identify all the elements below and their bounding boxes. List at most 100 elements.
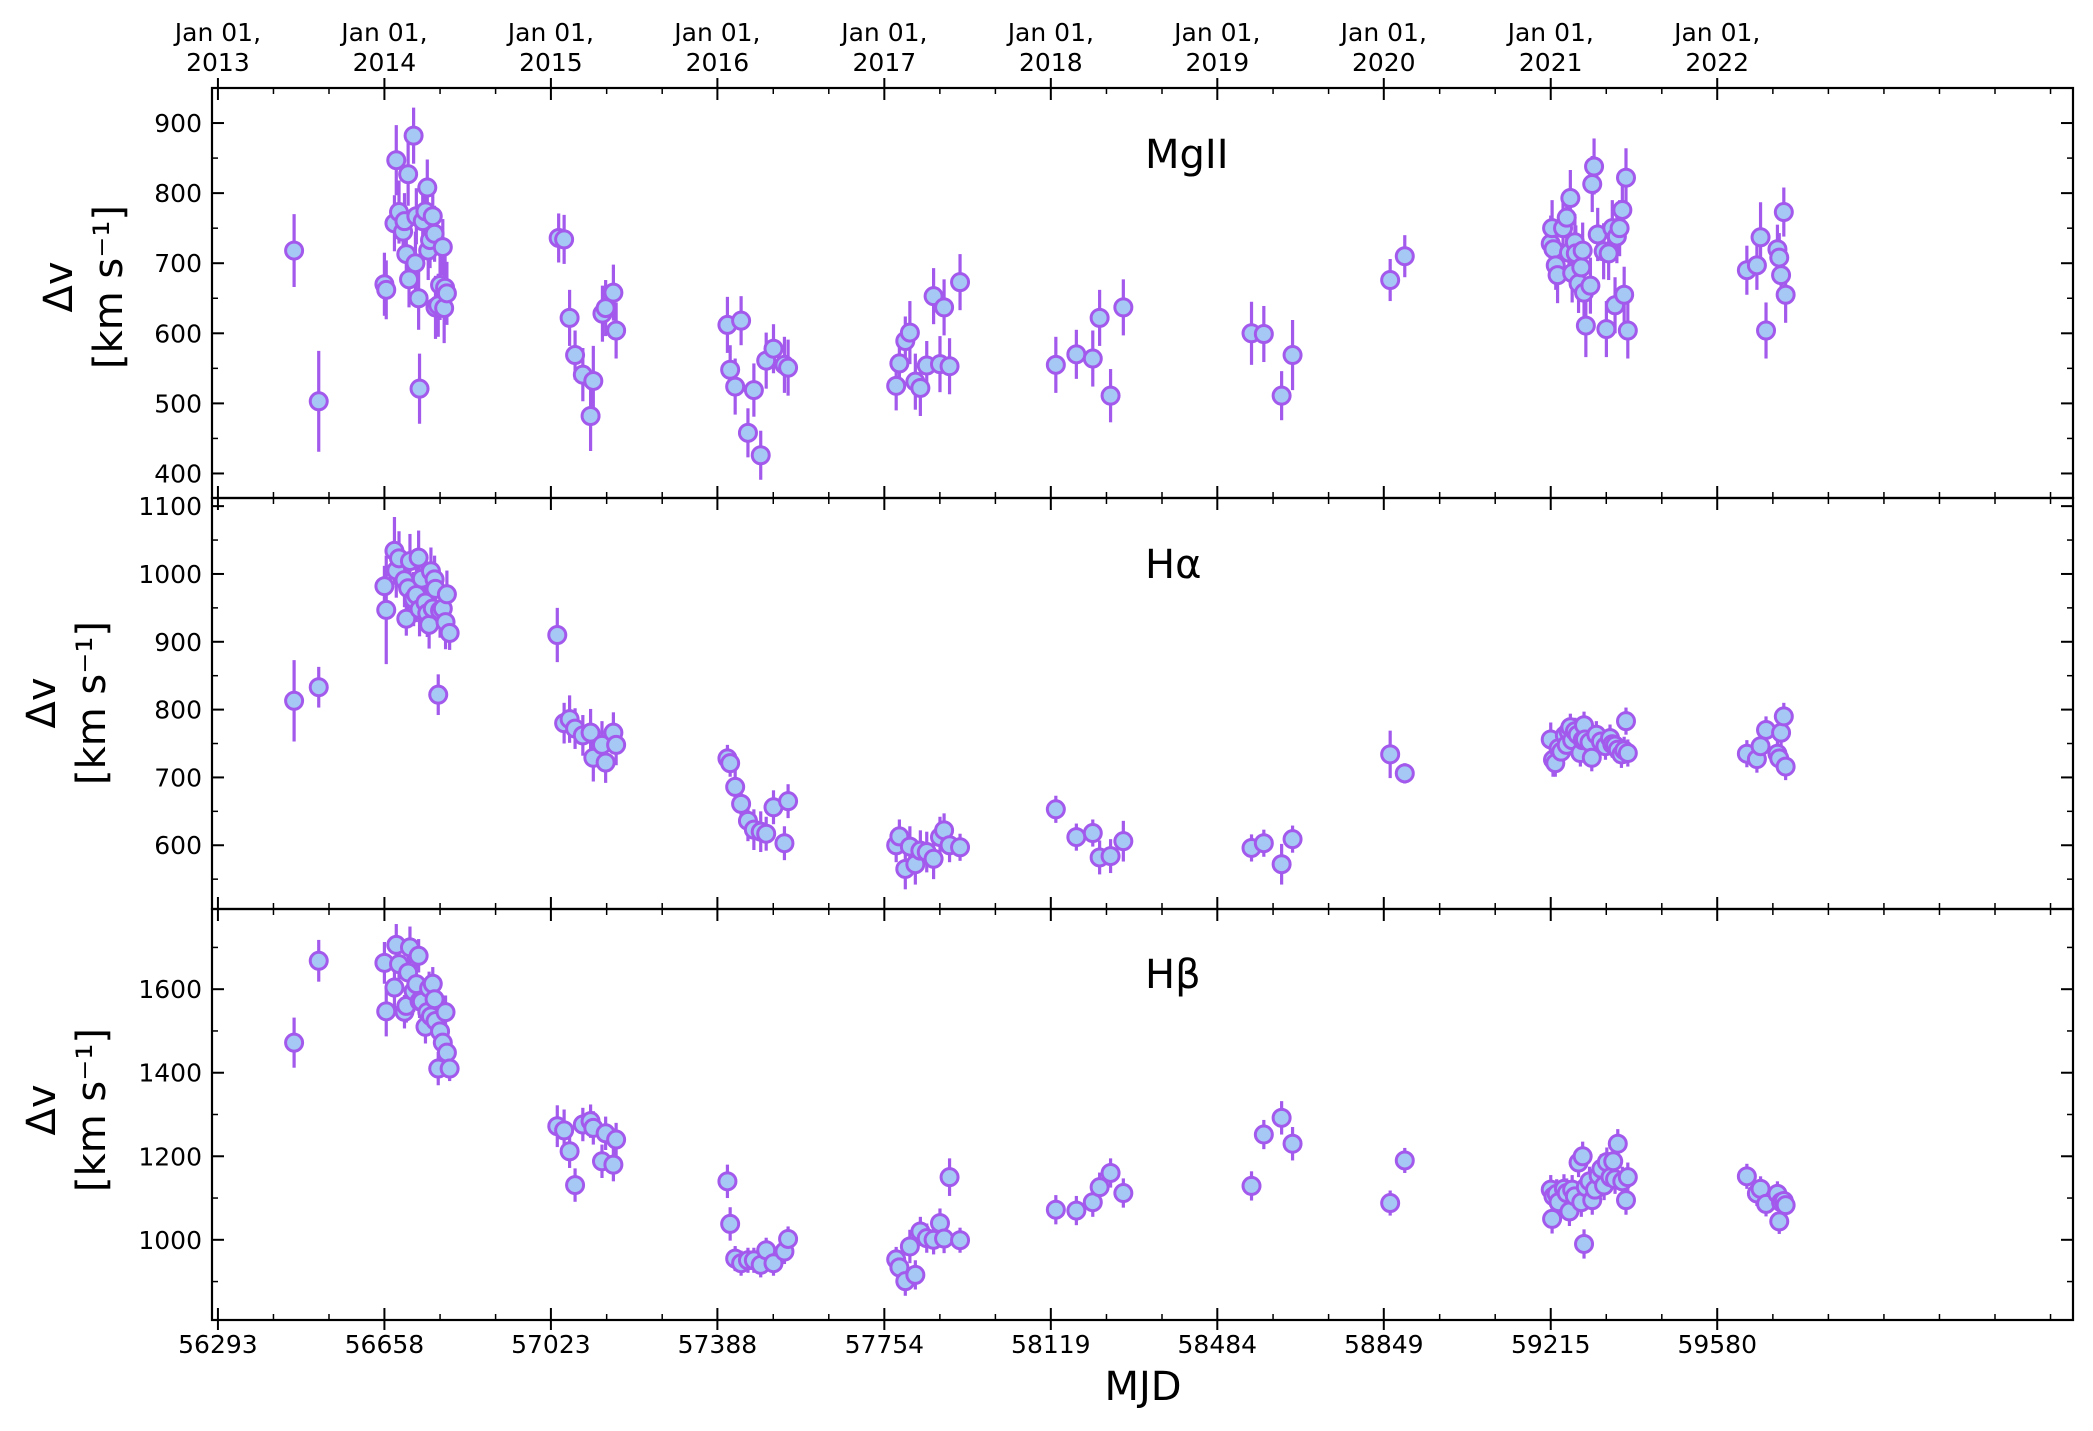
halpha-data-point: [950, 837, 971, 858]
mgii-data-point: [554, 229, 575, 250]
hbeta-ylabel-delta-v: Δv: [19, 1084, 65, 1135]
hbeta-data-point: [435, 1002, 456, 1023]
hbeta-data-point: [905, 1264, 926, 1285]
halpha-ytick-label: 700: [154, 763, 202, 792]
mgii-data-point: [603, 282, 624, 303]
hbeta-data-point: [554, 1120, 575, 1141]
mjd-tick-label: 56293: [178, 1330, 258, 1359]
hbeta-panel: 1000 1200 1400 1600 Hβ Δv [km s⁻¹]: [19, 907, 2075, 1322]
mgii-data-point: [580, 406, 601, 426]
mgii-data-point: [398, 164, 419, 185]
halpha-ytick-label: 800: [154, 696, 202, 725]
hbeta-ytick-label: 1000: [138, 1226, 202, 1255]
hbeta-data-point: [1769, 1211, 1790, 1232]
halpha-ylabel-delta-v: Δv: [19, 677, 65, 728]
hbeta-data-point: [934, 1228, 955, 1249]
hbeta-data-point: [1066, 1200, 1087, 1221]
mgii-data-point: [436, 283, 457, 304]
mgii-data-point: [1380, 270, 1401, 291]
mgii-data-point: [1271, 385, 1292, 406]
halpha-ytick-label: 1100: [138, 492, 202, 521]
mgii-data-point: [725, 376, 746, 397]
mgii-data-point: [720, 359, 741, 380]
mgii-data-point: [1571, 257, 1592, 278]
mgii-data-point: [737, 422, 758, 443]
halpha-data-point: [428, 684, 449, 705]
halpha-data-point: [1771, 722, 1792, 743]
hbeta-plot-area: 1000 1200 1400 1600: [138, 907, 2075, 1322]
mgii-data-point: [1089, 307, 1110, 328]
hbeta-data-point: [376, 1001, 397, 1022]
hbeta-data-point: [1241, 1175, 1262, 1196]
hbeta-data-point: [603, 1154, 624, 1175]
halpha-data-point: [1615, 711, 1636, 732]
mgii-data-point: [1609, 218, 1630, 239]
hbeta-data-point: [1607, 1133, 1628, 1154]
date-tick-label: Jan 01, 2020: [1339, 18, 1427, 77]
hbeta-data-point: [763, 1253, 784, 1274]
mgii-data-point: [1746, 255, 1767, 276]
hbeta-data-point: [899, 1236, 920, 1257]
halpha-data-point: [439, 622, 460, 643]
halpha-data-point: [1282, 829, 1303, 850]
mgii-panel: 400 500 600 700 800 900 MgII Δv [km s⁻¹]: [36, 86, 2075, 500]
mjd-axis: 56293 56658 57023 57388 57754 58119 58484 58849…: [178, 1320, 1757, 1359]
mgii-data-point: [408, 288, 429, 309]
mgii-data-point: [1282, 345, 1303, 366]
hbeta-frame: [210, 907, 2075, 1322]
mgii-data-point: [1556, 207, 1577, 228]
mgii-data-point: [583, 370, 604, 391]
halpha-data-point: [595, 752, 616, 773]
halpha-data-point: [1581, 747, 1602, 768]
date-tick-label: Jan 01, 2014: [339, 18, 427, 77]
hbeta-data-point: [384, 977, 405, 998]
halpha-data-point: [923, 848, 944, 869]
halpha-data-point: [1113, 831, 1134, 852]
mgii-ylabel-units: [km s⁻¹]: [86, 205, 132, 369]
mgii-data-point: [1253, 324, 1274, 344]
halpha-data-point: [1045, 799, 1066, 820]
mgii-panel-label: MgII: [1145, 132, 1229, 178]
mgii-data-point: [399, 269, 420, 290]
hbeta-data-point: [1615, 1190, 1636, 1211]
halpha-data-point: [374, 576, 395, 597]
mgii-data-point: [1584, 156, 1605, 177]
mjd-tick-label: 57754: [845, 1330, 925, 1359]
mjd-tick-label: 57023: [511, 1330, 591, 1359]
halpha-data-point: [1082, 823, 1103, 844]
mgii-data-point: [422, 206, 443, 227]
mgii-data-point: [1615, 167, 1636, 188]
mgii-data-point: [1756, 320, 1777, 341]
mgii-data-point: [403, 125, 424, 146]
hbeta-data-point: [1113, 1183, 1134, 1204]
hbeta-data-point: [1574, 1233, 1595, 1254]
hbeta-data-point: [1736, 1166, 1757, 1187]
halpha-panel: 600 700 800 900 1000 1100 Hα Δv [km s⁻¹]: [19, 492, 2075, 911]
halpha-data-point: [1775, 756, 1796, 777]
hbeta-data-point: [1572, 1146, 1593, 1167]
mgii-data-point: [1614, 284, 1635, 305]
mjd-tick-label: 59215: [1511, 1330, 1591, 1359]
halpha-data-point: [396, 608, 417, 629]
date-tick-label: Jan 01, 2022: [1672, 18, 1760, 77]
mgii-data-point: [950, 272, 971, 293]
hbeta-data-point: [1603, 1151, 1624, 1172]
halpha-data-point: [731, 793, 752, 814]
mgii-data-point: [1113, 297, 1134, 318]
mgii-data-point: [432, 237, 453, 258]
mgii-ytick-label: 800: [154, 179, 202, 208]
halpha-data-point: [580, 722, 601, 743]
mgii-data-point: [1773, 202, 1794, 223]
mgii-data-point: [1769, 247, 1790, 268]
mgii-data-point: [934, 297, 955, 318]
mgii-data-point: [1572, 240, 1593, 261]
halpha-data-point: [408, 547, 429, 568]
calendar-date-axis: Jan 01, 2013 Jan 01, 2014 Jan 01, 2015 Jan 01,…: [173, 18, 1760, 88]
mgii-data-point: [763, 338, 784, 359]
mgii-data-point: [899, 322, 920, 343]
mgii-data-point: [1596, 319, 1617, 340]
mgii-ytick-label: 600: [154, 319, 202, 348]
mgii-ylabel-delta-v: Δv: [36, 261, 82, 312]
hbeta-ytick-label: 1200: [138, 1142, 202, 1171]
